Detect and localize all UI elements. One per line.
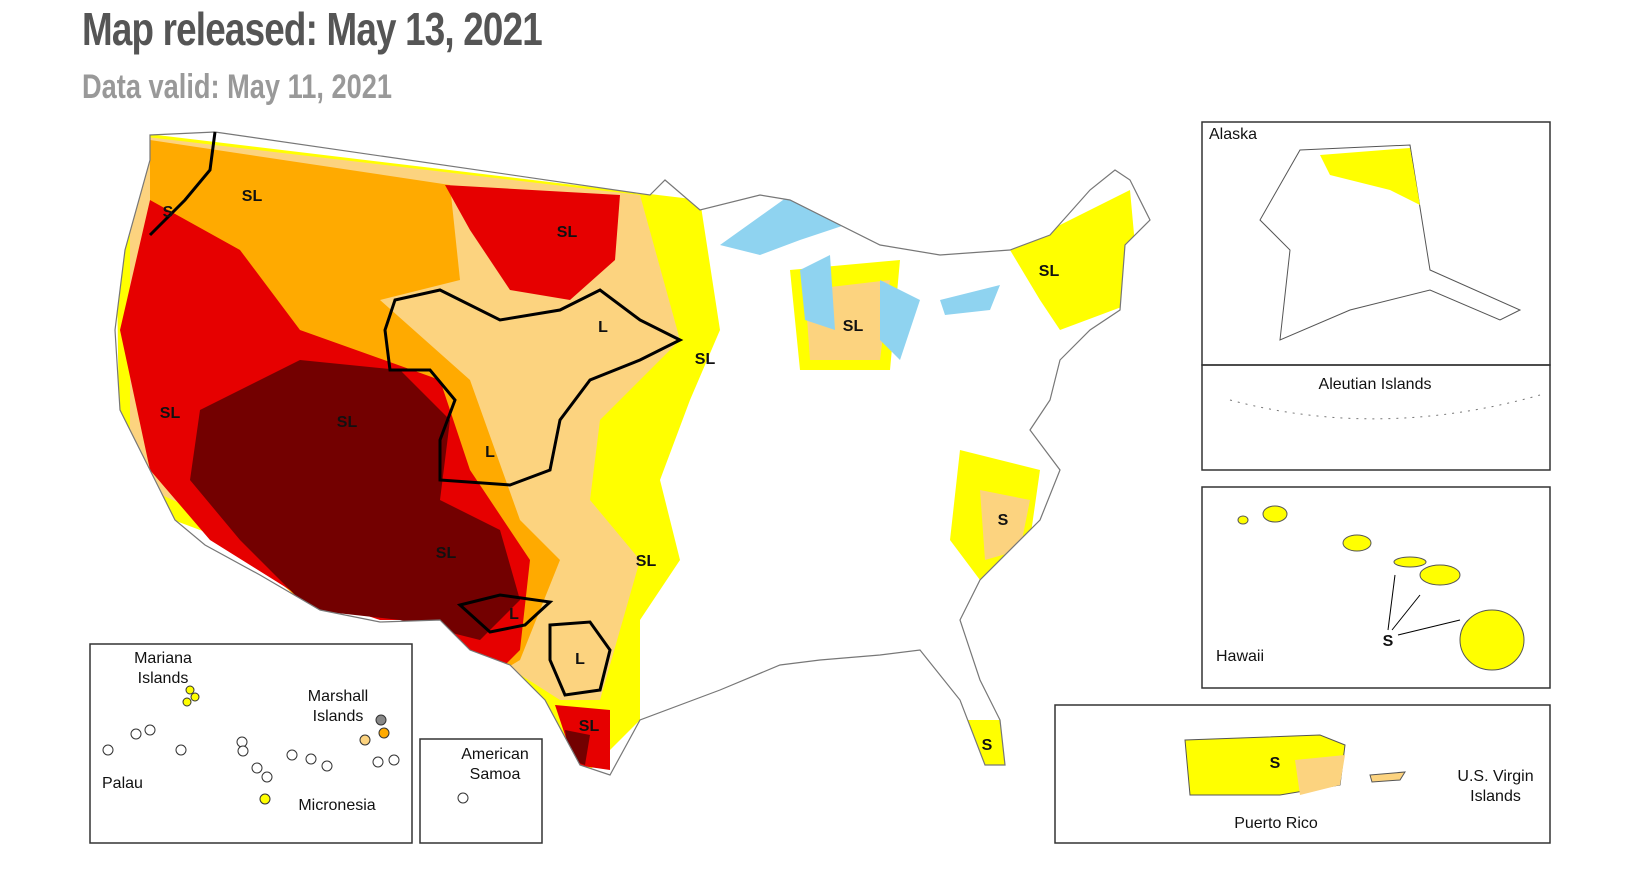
subtitle: Data valid: May 11, 2021 <box>82 68 392 106</box>
impact-label: SL <box>843 318 864 335</box>
impact-label: SL <box>436 545 457 562</box>
impact-label: SL <box>636 553 657 570</box>
aleutian-shape <box>1229 394 1541 420</box>
hawaii-shape <box>1237 505 1525 671</box>
inset-label: American Samoa <box>461 746 529 783</box>
inset-label: Aleutian Islands <box>1319 376 1432 393</box>
impact-label: L <box>575 651 585 668</box>
title: Map released: May 13, 2021 <box>82 3 543 55</box>
impact-label: L <box>485 444 495 461</box>
impact-label: SL <box>337 414 358 431</box>
inset-label: Alaska <box>1209 126 1257 143</box>
conus <box>115 132 1150 775</box>
alaska-drought <box>1320 148 1420 205</box>
inset-label: U.S. Virgin Islands <box>1457 768 1534 805</box>
impact-label: SL <box>695 351 716 368</box>
impact-label: SL <box>557 224 578 241</box>
impact-label: SL <box>160 405 181 422</box>
pacific-islands <box>102 685 469 805</box>
inset-label: Micronesia <box>298 797 375 814</box>
impact-label: SL <box>1039 263 1060 280</box>
hawaii-leaders <box>1387 574 1461 636</box>
alaska-shape <box>1259 144 1522 341</box>
impact-boundaries <box>148 131 684 697</box>
inset-label: Mariana Islands <box>134 650 192 687</box>
impact-label: SL <box>242 188 263 205</box>
impact-label: S <box>982 737 993 754</box>
impact-label: L <box>509 606 519 623</box>
conus-labels: S SL SL L SL SL SL SL SL L S SL SL L L S… <box>160 188 1060 754</box>
impact-label: S <box>998 512 1009 529</box>
puerto-rico-tan <box>1295 755 1345 795</box>
impact-label: S <box>1383 633 1394 650</box>
impact-label: SL <box>579 718 600 735</box>
inset-label: Palau <box>102 775 143 792</box>
impact-label: L <box>598 319 608 336</box>
us-outline <box>114 131 1151 776</box>
impact-label: S <box>163 204 174 221</box>
inset-label: Marshall Islands <box>307 688 369 725</box>
inset-label: Puerto Rico <box>1234 815 1318 832</box>
inset-frames <box>89 121 1551 844</box>
vieques <box>1369 771 1406 783</box>
impact-label: S <box>1270 755 1281 772</box>
inset-label: Hawaii <box>1216 648 1264 665</box>
